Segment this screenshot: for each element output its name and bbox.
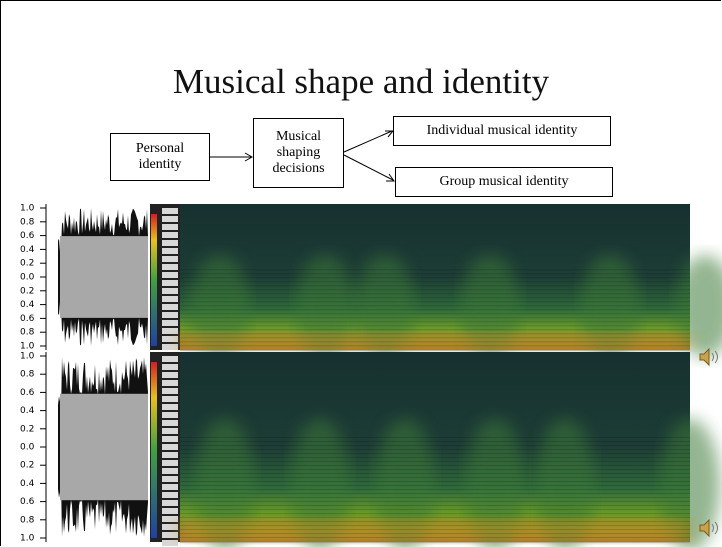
meter-cell — [162, 516, 178, 522]
axis-label: 0.0 — [20, 273, 35, 283]
meter-cell — [162, 476, 178, 482]
axis-label: 0.2 — [20, 424, 34, 434]
audio-panel: 1.0 0.8 0.6 0.4 0.2 0.0 0.2 0.4 0.6 0.8 1.0 — [18, 352, 720, 547]
node-box: Group musical identity — [395, 167, 613, 197]
axis-label: 0.8 — [20, 328, 35, 338]
axis-label: 0.4 — [20, 300, 35, 310]
meter-cell — [162, 232, 178, 238]
meter-cell — [162, 216, 178, 222]
meter-cell — [162, 224, 178, 230]
meter-cell — [162, 452, 178, 458]
meter-cell — [162, 484, 178, 490]
meter-cell — [162, 492, 178, 498]
node-box: Individual musical identity — [393, 116, 611, 146]
meter-cell — [162, 320, 178, 326]
axis-label: 0.4 — [20, 479, 35, 489]
axis-label: 1.0 — [20, 352, 35, 362]
axis-label: 0.8 — [20, 217, 35, 227]
meter-cell — [162, 264, 178, 270]
axis-label: 0.4 — [20, 406, 35, 416]
meter-cell — [162, 328, 178, 334]
meter-cell — [162, 288, 178, 294]
axis-label: 0.2 — [20, 461, 34, 471]
axis-label: 0.4 — [20, 245, 35, 255]
meter-cell — [162, 256, 178, 262]
meter-cell — [162, 344, 178, 350]
audio-panel: 1.0 0.8 0.6 0.4 0.2 0.0 0.2 0.4 0.6 0.8 1.0 — [18, 204, 722, 358]
meter-cell — [162, 240, 178, 246]
waveform-core — [60, 394, 148, 500]
axis-label: 0.0 — [20, 443, 35, 453]
meter-cell — [162, 280, 178, 286]
slide: 1.00.80.60.40.20.00.20.40.60.81.01.00.80… — [0, 0, 722, 547]
axis-label: 0.6 — [20, 497, 35, 507]
meter-cell — [162, 420, 178, 426]
meter-cell — [162, 508, 178, 514]
meter-cell — [162, 296, 178, 302]
meter — [151, 362, 157, 538]
meter-cell — [162, 312, 178, 318]
meter-cell — [162, 336, 178, 342]
meter-cell — [162, 248, 178, 254]
meter-cell — [162, 356, 178, 362]
meter-cell — [162, 412, 178, 418]
meter-cell — [162, 428, 178, 434]
meter-cell — [162, 388, 178, 394]
meter-cell — [162, 436, 178, 442]
slide-title: Musical shape and identity — [0, 62, 722, 102]
meter-cell — [162, 524, 178, 530]
meter-cell — [162, 208, 178, 214]
waveform-core — [60, 236, 148, 318]
meter-cell — [162, 272, 178, 278]
spectro-low — [180, 519, 690, 542]
axis-label: 1.0 — [20, 204, 35, 214]
axis-label: 0.6 — [20, 314, 35, 324]
axis-label: 0.6 — [20, 231, 35, 241]
axis-label: 0.2 — [20, 259, 34, 269]
meter-cell — [162, 404, 178, 410]
axis-label: 1.0 — [20, 342, 35, 352]
meter-cell — [162, 460, 178, 466]
meter-cell — [162, 444, 178, 450]
meter-cell — [162, 372, 178, 378]
axis-label: 0.6 — [20, 388, 35, 398]
axis-label: 0.8 — [20, 370, 35, 380]
meter-cell — [162, 500, 178, 506]
meter-cell — [162, 396, 178, 402]
axis-label: 0.2 — [20, 286, 34, 296]
meter — [151, 214, 157, 346]
meter-cell — [162, 380, 178, 386]
meter-cell — [162, 304, 178, 310]
node-box: Musical shaping decisions — [253, 118, 344, 188]
meter-cell — [162, 540, 178, 546]
node-box: Personal identity — [110, 133, 210, 181]
meter-cell — [162, 468, 178, 474]
meter-cell — [162, 364, 178, 370]
axis-label: 0.8 — [20, 515, 35, 525]
meter-cell — [162, 532, 178, 538]
axis-label: 1.0 — [20, 534, 35, 544]
